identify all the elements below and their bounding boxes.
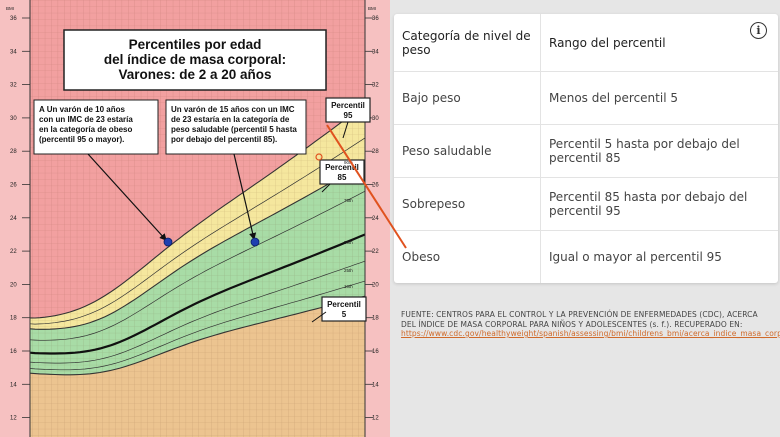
y-tick-label-right: 34 bbox=[372, 49, 379, 55]
table-header-category: Categoría de nivel de peso bbox=[394, 14, 541, 72]
y-tick-label-left: 30 bbox=[10, 116, 17, 122]
table-row: Sobrepeso Percentil 85 hasta por debajo … bbox=[394, 177, 778, 231]
info-icon[interactable]: i bbox=[750, 22, 767, 39]
curve-label-25: 25th bbox=[344, 268, 353, 273]
y-tick-label-left: 24 bbox=[10, 216, 17, 222]
curve-p75 bbox=[29, 190, 366, 341]
y-tick-label-left: 32 bbox=[10, 83, 17, 89]
curve-label-90: 90th bbox=[344, 160, 353, 165]
y-tick-label-left: 22 bbox=[10, 249, 17, 255]
y-tick-label-right: 28 bbox=[372, 149, 379, 155]
table-cell-range: Percentil 5 hasta por debajo del percent… bbox=[540, 124, 778, 178]
table-cell-range: Igual o mayor al percentil 95 bbox=[549, 250, 722, 264]
table-header-range: Rango del percentil bbox=[540, 14, 778, 72]
curve-p25 bbox=[29, 260, 366, 364]
bmi-percentile-chart: 36 36 34 34 32 32 30 30 28 28 26 26 24 24 22 22 20 20 18 18… bbox=[0, 0, 390, 437]
y-tick-label-left: 16 bbox=[10, 349, 17, 355]
note-left-line-4: (percentil 95 o mayor). bbox=[39, 135, 124, 144]
curve-p85 bbox=[29, 162, 366, 330]
highlight-circle bbox=[315, 153, 323, 161]
percentile-curves bbox=[29, 104, 366, 376]
table-cell-range: Percentil 85 hasta por debajo del percen… bbox=[540, 177, 778, 231]
source-citation: FUENTE: CENTROS PARA EL CONTROL Y LA PRE… bbox=[401, 310, 780, 339]
y-tick-label-left: 28 bbox=[10, 149, 17, 155]
table-row: Bajo peso Menos del percentil 5 bbox=[394, 71, 778, 125]
label-p85-line-1: Percentil bbox=[325, 163, 359, 172]
label-p95-line-2: 95 bbox=[344, 111, 353, 120]
table-row: Obeso Igual o mayor al percentil 95 bbox=[394, 230, 778, 283]
marker-age-15 bbox=[250, 237, 260, 247]
note-left-line-1: A Un varón de 10 años bbox=[39, 105, 126, 114]
table-cell-category: Peso saludable bbox=[394, 124, 541, 178]
y-tick-label-left: 36 bbox=[10, 16, 17, 22]
y-tick-label-right: 18 bbox=[372, 316, 379, 322]
label-p5-line-1: Percentil bbox=[327, 300, 361, 309]
weight-category-table: Categoría de nivel de peso Rango del per… bbox=[394, 14, 778, 283]
y-tick-label-right: 14 bbox=[372, 382, 379, 388]
y-tick-label-right: 30 bbox=[372, 116, 379, 122]
source-link[interactable]: https://www.cdc.gov/healthyweight/spanis… bbox=[401, 329, 780, 338]
label-p5-box bbox=[321, 296, 367, 322]
y-tick-label-right: 20 bbox=[372, 282, 379, 288]
chart-title-line-2: del índice de masa corporal: bbox=[104, 52, 286, 67]
chart-title-line-1: Percentiles por edad bbox=[129, 37, 262, 52]
curve-p95 bbox=[29, 104, 366, 319]
y-tick-label-right: 16 bbox=[372, 349, 379, 355]
note-left-line-2: con un IMC de 23 estaría bbox=[39, 115, 133, 124]
curve-label-10: 10th bbox=[344, 284, 353, 289]
axis-unit-left: BMI bbox=[6, 6, 14, 11]
left-axis-strip bbox=[0, 0, 30, 437]
y-tick-label-right: 26 bbox=[372, 183, 379, 189]
label-p95-box bbox=[325, 97, 371, 123]
table-header-row: Categoría de nivel de peso Rango del per… bbox=[394, 14, 778, 72]
curve-p10 bbox=[29, 280, 366, 371]
table-cell-category: Obeso bbox=[394, 230, 541, 283]
table-row: Peso saludable Percentil 5 hasta por deb… bbox=[394, 124, 778, 178]
y-tick-label-left: 26 bbox=[10, 183, 17, 189]
curve-label-50: 50th bbox=[344, 240, 353, 245]
note-middle-line-3: peso saludable (percentil 5 hasta bbox=[171, 125, 297, 134]
label-p95-line-1: Percentil bbox=[331, 101, 365, 110]
chart-title-line-3: Varones: de 2 a 20 años bbox=[118, 67, 271, 82]
y-tick-label-right: 22 bbox=[372, 249, 379, 255]
chart-title-box bbox=[63, 29, 327, 91]
curve-label-75: 75th bbox=[344, 198, 353, 203]
y-tick-label-left: 14 bbox=[10, 382, 17, 388]
note-left-pointer bbox=[87, 153, 167, 241]
note-middle-box bbox=[165, 99, 307, 155]
y-tick-label-left: 20 bbox=[10, 282, 17, 288]
marker-age-10 bbox=[163, 237, 173, 247]
source-text: FUENTE: CENTROS PARA EL CONTROL Y LA PRE… bbox=[401, 310, 758, 329]
note-middle-line-4: por debajo del percentil 85). bbox=[171, 135, 277, 144]
axis-unit-right: BMI bbox=[368, 6, 376, 11]
curve-p50 bbox=[29, 233, 366, 355]
y-tick-label-right: 36 bbox=[372, 16, 379, 22]
table-cell-range: Menos del percentil 5 bbox=[540, 71, 778, 125]
note-middle-line-2: de 23 estaría en la categoría de bbox=[171, 115, 290, 124]
weight-category-table-card: i Categoría de nivel de peso Rango del p… bbox=[394, 14, 778, 283]
y-tick-label-left: 18 bbox=[10, 316, 17, 322]
note-left-line-3: en la categoría de obeso bbox=[39, 125, 132, 134]
note-left-box bbox=[33, 99, 159, 155]
y-tick-label-right: 12 bbox=[372, 416, 379, 422]
y-tick-label-left: 12 bbox=[10, 416, 17, 422]
curve-p90 bbox=[29, 137, 366, 325]
table-cell-category: Sobrepeso bbox=[394, 177, 541, 231]
table-cell-category: Bajo peso bbox=[394, 71, 541, 125]
y-tick-label-right: 32 bbox=[372, 83, 379, 89]
y-tick-label-left: 34 bbox=[10, 49, 17, 55]
label-p5-pointer bbox=[311, 311, 327, 323]
note-middle-line-1: Un varón de 15 años con un IMC bbox=[171, 105, 295, 114]
label-p85-line-2: 85 bbox=[338, 173, 347, 182]
label-p5-line-2: 5 bbox=[342, 310, 347, 319]
note-middle-pointer bbox=[233, 153, 257, 241]
curve-p5 bbox=[29, 295, 366, 376]
y-tick-label-right: 24 bbox=[372, 216, 379, 222]
